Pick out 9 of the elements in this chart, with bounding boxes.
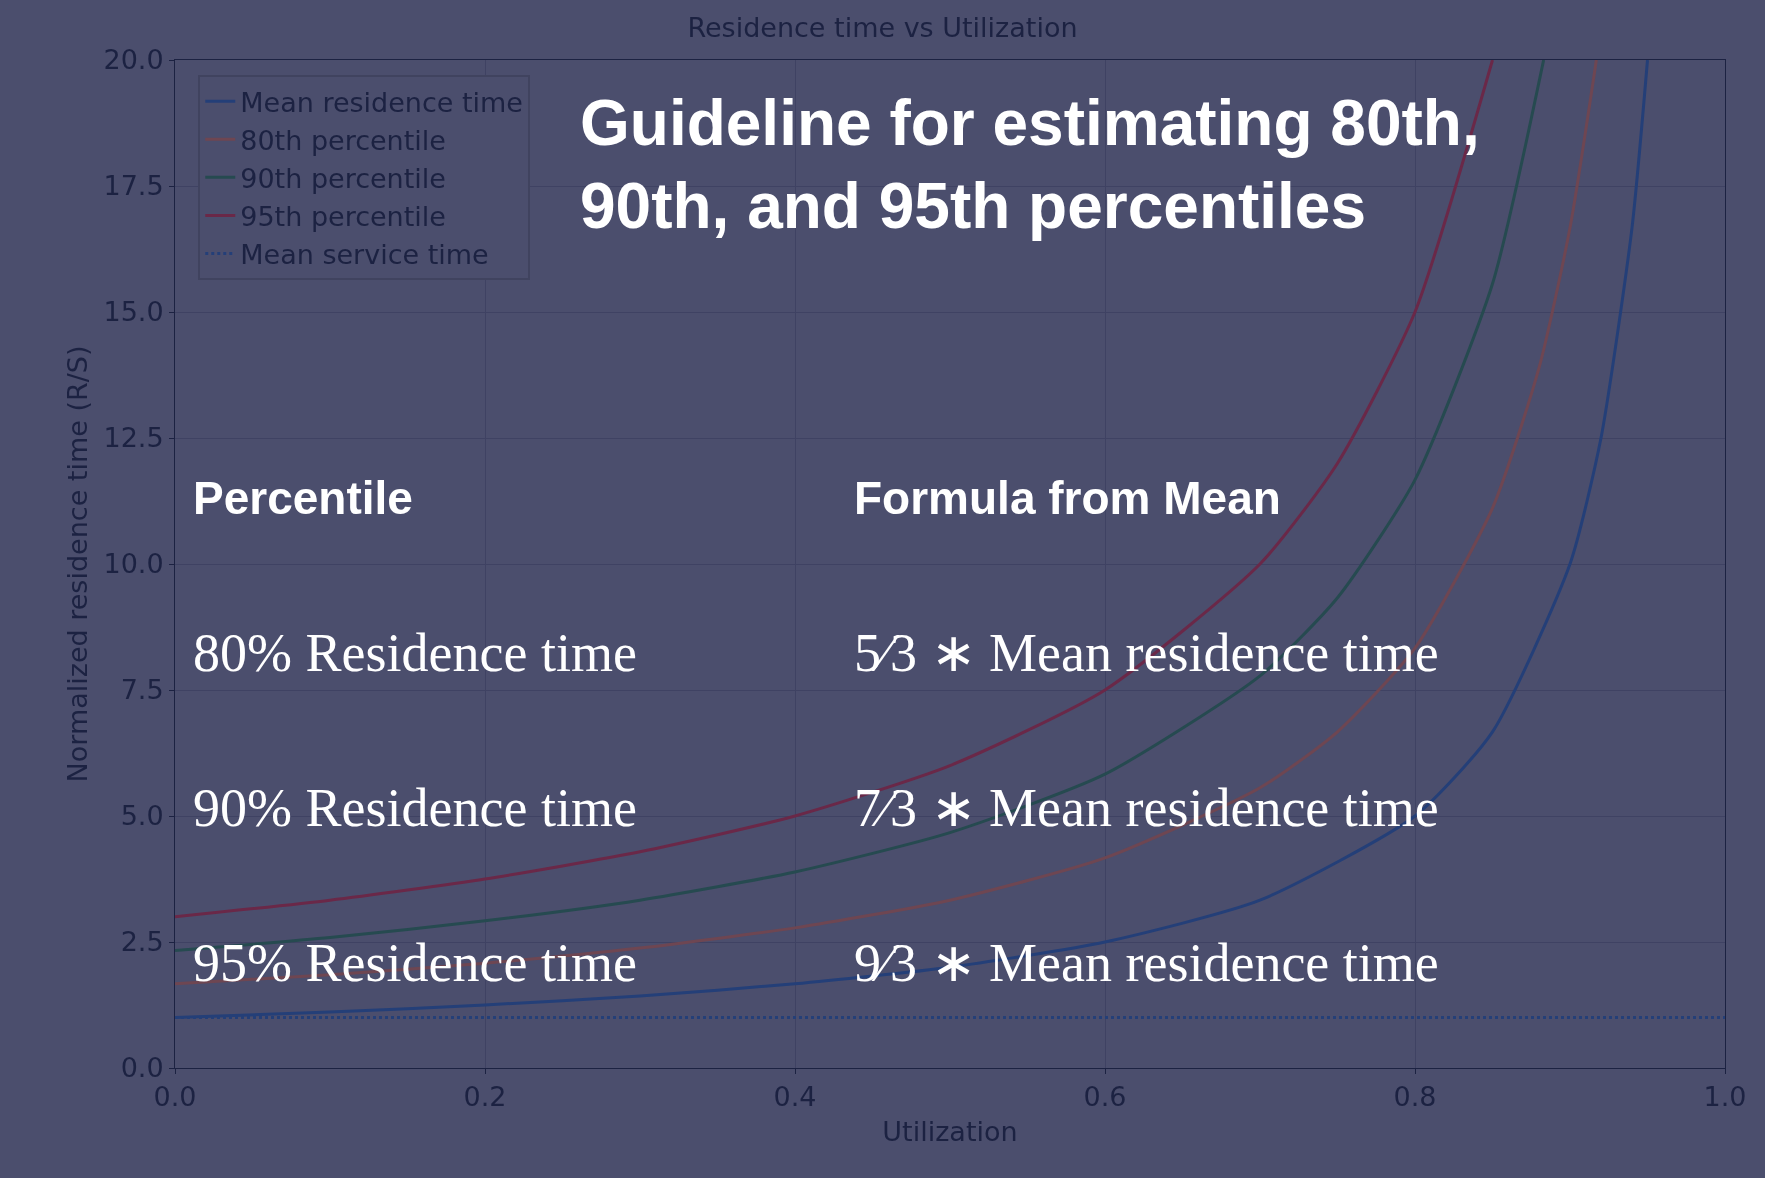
annotation: Percentile	[193, 472, 413, 524]
annotation: 90% Residence time	[193, 778, 637, 838]
annotation: 5⁄3 ∗ Mean residence time	[854, 623, 1439, 683]
annotation: 7⁄3 ∗ Mean residence time	[854, 778, 1439, 838]
annotation: Guideline for estimating 80th, 90th, and 95th percentiles	[580, 87, 1480, 243]
annotation: 80% Residence time	[193, 623, 637, 683]
annotation: Formula from Mean	[854, 472, 1281, 524]
annotation: 95% Residence time	[193, 933, 637, 993]
annotation: 9⁄3 ∗ Mean residence time	[854, 933, 1439, 993]
